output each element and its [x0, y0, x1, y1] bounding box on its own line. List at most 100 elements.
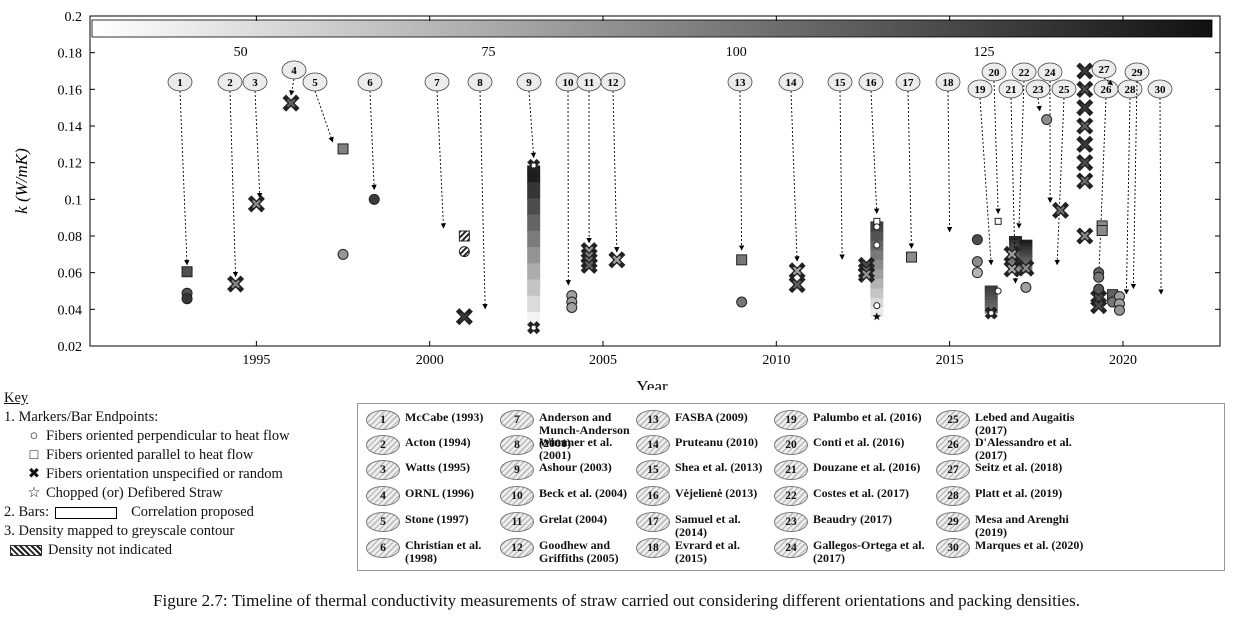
reference-number-badge: 17 — [636, 512, 670, 532]
reference-number-badge: 7 — [500, 410, 534, 430]
callout-label: 25 — [1059, 84, 1071, 96]
cross-fill — [252, 199, 261, 209]
callout-leader — [369, 90, 377, 191]
callout-leader — [839, 90, 845, 260]
data-point — [971, 256, 983, 268]
key-item-label: Fibers oriented parallel to heat flow — [46, 447, 254, 463]
bar-endpoint-marker — [873, 241, 881, 249]
reference-text: Platt et al. (2019) — [975, 486, 1063, 500]
bar-endpoint-marker — [873, 223, 881, 231]
reference-item-30: 30 Marques et al. (2020) — [936, 538, 1086, 558]
key-item-unspecified: ✖ Fibers orientation unspecified or rando… — [4, 465, 290, 484]
data-point — [1076, 117, 1094, 135]
reference-number-badge: 18 — [636, 538, 670, 558]
callout-leader — [946, 90, 953, 233]
bar-endpoint-marker — [994, 287, 1002, 295]
data-point — [566, 302, 578, 313]
reference-text: ORNL (1996) — [405, 486, 474, 500]
callout-10: 10 — [555, 72, 581, 286]
callout-23: 23 — [1025, 79, 1051, 112]
cross-fill — [231, 279, 240, 289]
data-markers — [181, 62, 1125, 335]
reference-text: Lebed and Augaitis (2017) — [975, 410, 1075, 437]
correlation-bar — [527, 165, 541, 329]
cross-fill — [862, 270, 871, 279]
reference-item-1: 1 McCabe (1993) — [366, 410, 496, 430]
data-point — [282, 94, 300, 112]
callout-ellipse — [516, 72, 542, 92]
reference-item-25: 25 Lebed and Augaitis (2017) — [936, 410, 1086, 437]
data-point — [1003, 260, 1021, 278]
data-point — [608, 251, 626, 269]
reference-text: McCabe (1993) — [405, 410, 484, 424]
cross-fill — [792, 266, 802, 276]
callout-20: 20 — [981, 62, 1007, 215]
colorbar-tick-label: 125 — [974, 45, 995, 60]
reference-item-4: 4 ORNL (1996) — [366, 486, 496, 506]
data-point — [736, 296, 748, 308]
callout-3: 3 — [242, 72, 268, 199]
callout-label: 4 — [291, 65, 297, 77]
reference-text: Vėjelienė (2013) — [675, 486, 758, 500]
data-point — [971, 234, 983, 246]
cross-fill — [286, 98, 296, 108]
key-bars-heading: 2. Bars: — [4, 504, 50, 520]
callout-label: 16 — [866, 77, 878, 89]
callout-ellipse — [778, 72, 804, 92]
bar-band — [984, 291, 998, 295]
key-item-parallel: □ Fibers oriented parallel to heat flow — [4, 446, 290, 465]
callout-4: 4 — [281, 60, 307, 96]
bar-band — [527, 246, 541, 264]
callout-ellipse — [1124, 62, 1150, 82]
bar-endpoint-marker — [527, 321, 541, 335]
reference-item-28: 28 Platt et al. (2019) — [936, 486, 1086, 506]
data-point — [580, 256, 598, 274]
cross-fill — [1080, 158, 1090, 167]
callout-ellipse — [424, 72, 450, 92]
y-tick-label: 0.04 — [58, 303, 83, 318]
bar-band — [1008, 236, 1022, 241]
data-point — [458, 230, 470, 242]
reference-text: Anderson and Munch-Anderson (2001) — [539, 410, 630, 450]
key-item-label: Fibers orientation unspecified or random — [46, 466, 283, 482]
reference-item-18: 18 Evrard et al. (2015) — [636, 538, 770, 565]
key-density-row: Density not indicated — [4, 541, 290, 560]
data-point — [1041, 114, 1053, 126]
key-item-label: Fibers oriented perpendicular to heat fl… — [46, 428, 290, 444]
bar-swatch-icon — [55, 506, 118, 519]
callout-leader — [229, 90, 239, 278]
reference-item-2: 2 Acton (1994) — [366, 435, 496, 455]
y-tick-label: 0.2 — [65, 10, 83, 25]
reference-item-3: 3 Watts (1995) — [366, 460, 496, 480]
reference-number-badge: 12 — [500, 538, 534, 558]
data-point — [1093, 271, 1105, 283]
bar-band — [527, 214, 541, 231]
callout-label: 3 — [252, 77, 258, 89]
data-point — [368, 193, 380, 205]
figure-chart: 50 75 100 125 0.020.040.060.080.10.120.140.… — [12, 10, 1221, 390]
x-tick-label: 2015 — [936, 353, 964, 368]
reference-text: Seitz et al. (2018) — [975, 460, 1063, 474]
figure-caption: Figure 2.7: Timeline of thermal conducti… — [153, 591, 1080, 610]
data-point — [788, 262, 806, 280]
reference-number-badge: 15 — [636, 460, 670, 480]
reference-item-9: 9 Ashour (2003) — [500, 460, 632, 480]
y-axis-label: k (W/mK) — [12, 148, 31, 214]
reference-text: Ashour (2003) — [539, 460, 612, 474]
reference-text: Acton (1994) — [405, 435, 471, 449]
y-tick-label: 0.02 — [58, 340, 83, 355]
callout-ellipse — [1025, 79, 1051, 99]
callout-30: 30 — [1147, 79, 1173, 295]
data-point — [181, 266, 193, 278]
y-tick-label: 0.14 — [58, 120, 83, 135]
callout-ellipse — [1011, 62, 1037, 82]
callout-ellipse — [1037, 62, 1063, 82]
bar-band — [527, 181, 541, 199]
callout-leader — [790, 90, 800, 262]
reference-number-badge: 19 — [774, 410, 808, 430]
reference-item-24: 24 Gallegos-Ortega et al. (2017) — [774, 538, 932, 565]
reference-item-27: 27 Seitz et al. (2018) — [936, 460, 1086, 480]
reference-text: Christian et al. (1998) — [405, 538, 482, 565]
reference-item-13: 13 FASBA (2009) — [636, 410, 770, 430]
reference-number-badge: 3 — [366, 460, 400, 480]
